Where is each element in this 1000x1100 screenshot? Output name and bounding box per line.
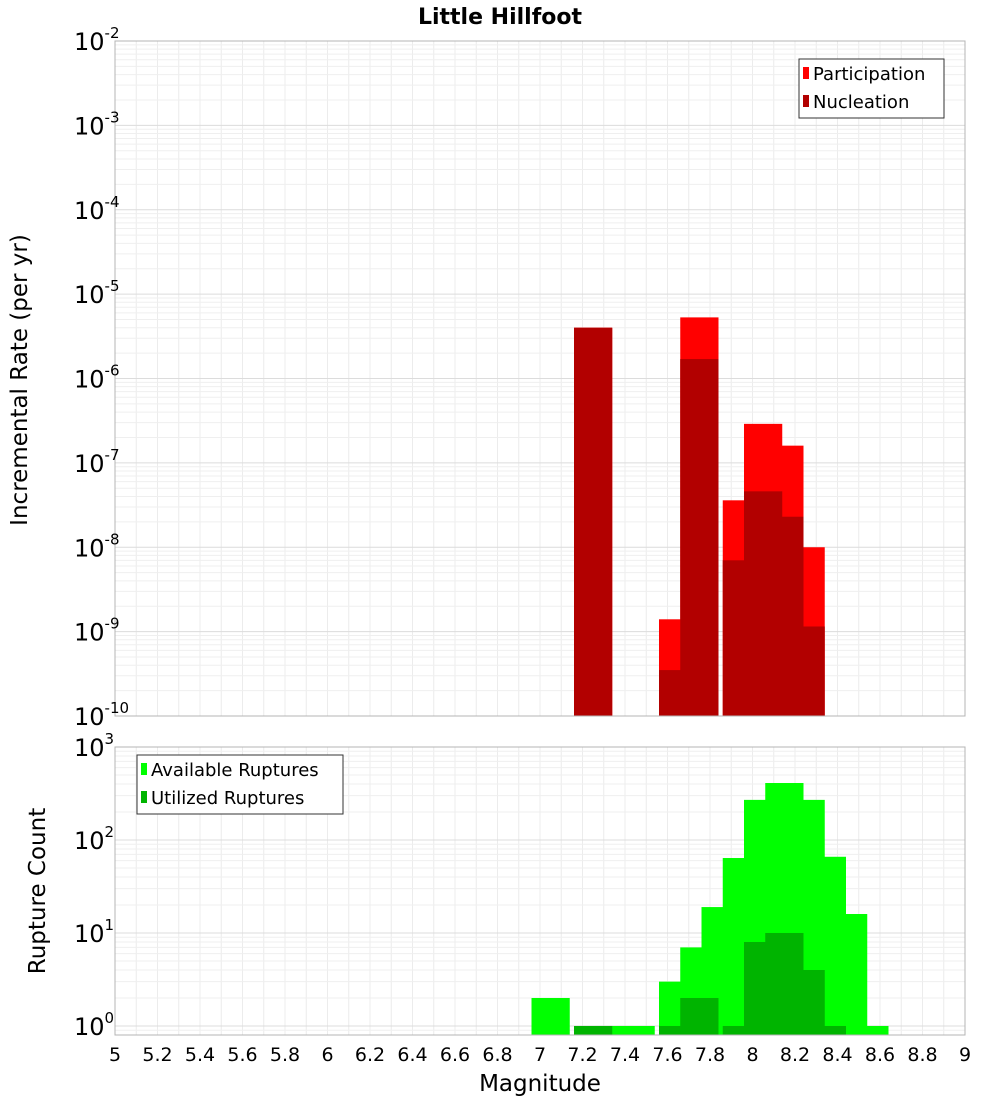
x-tick-label: 5.6: [227, 1044, 257, 1066]
x-tick-label: 5.2: [142, 1044, 172, 1066]
grid-rate: [114, 40, 966, 717]
legend-label: Utilized Ruptures: [151, 788, 304, 809]
count-bar-secondary: [680, 997, 719, 1035]
x-tick-label: 9: [959, 1044, 971, 1066]
x-tick-label: 6.4: [397, 1044, 427, 1066]
count-bar-secondary: [786, 969, 825, 1035]
count-bar-secondary: [722, 1025, 761, 1035]
y-tick-label: 100: [74, 1009, 114, 1041]
y-tick-label: 10-5: [74, 277, 120, 309]
bars-rate: [574, 317, 825, 716]
x-tick-label: 8.4: [822, 1044, 852, 1066]
x-tick-label: 8.8: [907, 1044, 937, 1066]
x-tick-label: 7.2: [567, 1044, 597, 1066]
y-axis-title-count: Rupture Count: [25, 808, 51, 974]
x-tick-label: 6.8: [482, 1044, 512, 1066]
y-tick-label: 10-10: [74, 699, 129, 731]
x-tick-label: 5: [109, 1044, 121, 1066]
count-bar-primary: [595, 1025, 634, 1035]
y-tick-label: 10-4: [74, 193, 120, 225]
bars-count: [531, 783, 889, 1035]
x-tick-label: 6: [321, 1044, 333, 1066]
x-tick-label: 6.6: [440, 1044, 470, 1066]
plot-frame-count: [114, 746, 966, 1036]
x-tick-label: 7: [534, 1044, 546, 1066]
count-bar-secondary: [807, 1025, 846, 1035]
legend-rate: Participation Nucleation: [798, 58, 945, 119]
x-tick-label: 8.2: [780, 1044, 810, 1066]
x-tick-label: 7.4: [610, 1044, 640, 1066]
legend-swatch: [141, 763, 147, 775]
legend-box: [798, 58, 945, 119]
x-ticks: 5 5.2 5.4 5.6 5.8 6 6.2 6.4 6.6 6.8 7 7.2 7.4 7.6 7.8 8…: [109, 1044, 971, 1066]
plot-frame-rate: [114, 40, 966, 717]
count-bar-primary: [531, 997, 570, 1035]
count-bar-secondary: [574, 1025, 613, 1035]
legend-count: Available Ruptures Utilized Ruptures: [136, 754, 344, 815]
x-tick-label: 6.2: [355, 1044, 385, 1066]
chart-title: Little Hillfoot: [418, 5, 583, 30]
count-bar-secondary: [659, 1025, 698, 1035]
legend-swatch: [803, 67, 809, 79]
y-ticks-rate: 10-10 10-9 10-8 10-7 10-6 10-5 10-4 10-3 10-2: [74, 24, 129, 731]
y-tick-label: 103: [74, 730, 114, 762]
legend-label: Available Ruptures: [151, 760, 319, 781]
y-tick-label: 10-2: [74, 24, 120, 56]
x-tick-label: 8.6: [865, 1044, 895, 1066]
legend-swatch: [803, 95, 809, 107]
y-tick-label: 101: [74, 916, 114, 948]
y-tick-label: 102: [74, 823, 114, 855]
count-bar-primary: [850, 1025, 889, 1035]
x-axis-title: Magnitude: [479, 1071, 601, 1097]
legend-label: Participation: [813, 64, 925, 85]
y-tick-label: 10-6: [74, 362, 120, 394]
x-tick-label: 7.6: [652, 1044, 682, 1066]
y-tick-label: 10-7: [74, 446, 120, 478]
count-bar-primary: [829, 914, 868, 1035]
rate-bar-secondary: [574, 327, 613, 716]
x-tick-label: 5.4: [185, 1044, 215, 1066]
x-tick-label: 5.8: [270, 1044, 300, 1066]
count-bar-primary: [616, 1025, 655, 1035]
y-tick-label: 10-8: [74, 530, 120, 562]
y-ticks-count: 100 101 102 103: [74, 730, 114, 1041]
y-axis-title-rate: Incremental Rate (per yr): [7, 234, 33, 526]
y-tick-label: 10-3: [74, 108, 120, 140]
legend-label: Nucleation: [813, 92, 909, 113]
x-tick-label: 8: [746, 1044, 758, 1066]
rate-bar-secondary: [786, 626, 825, 716]
x-tick-label: 7.8: [695, 1044, 725, 1066]
rate-bar-secondary: [680, 359, 719, 716]
legend-swatch: [141, 791, 147, 803]
legend-box: [136, 754, 344, 815]
y-tick-label: 10-9: [74, 615, 120, 647]
